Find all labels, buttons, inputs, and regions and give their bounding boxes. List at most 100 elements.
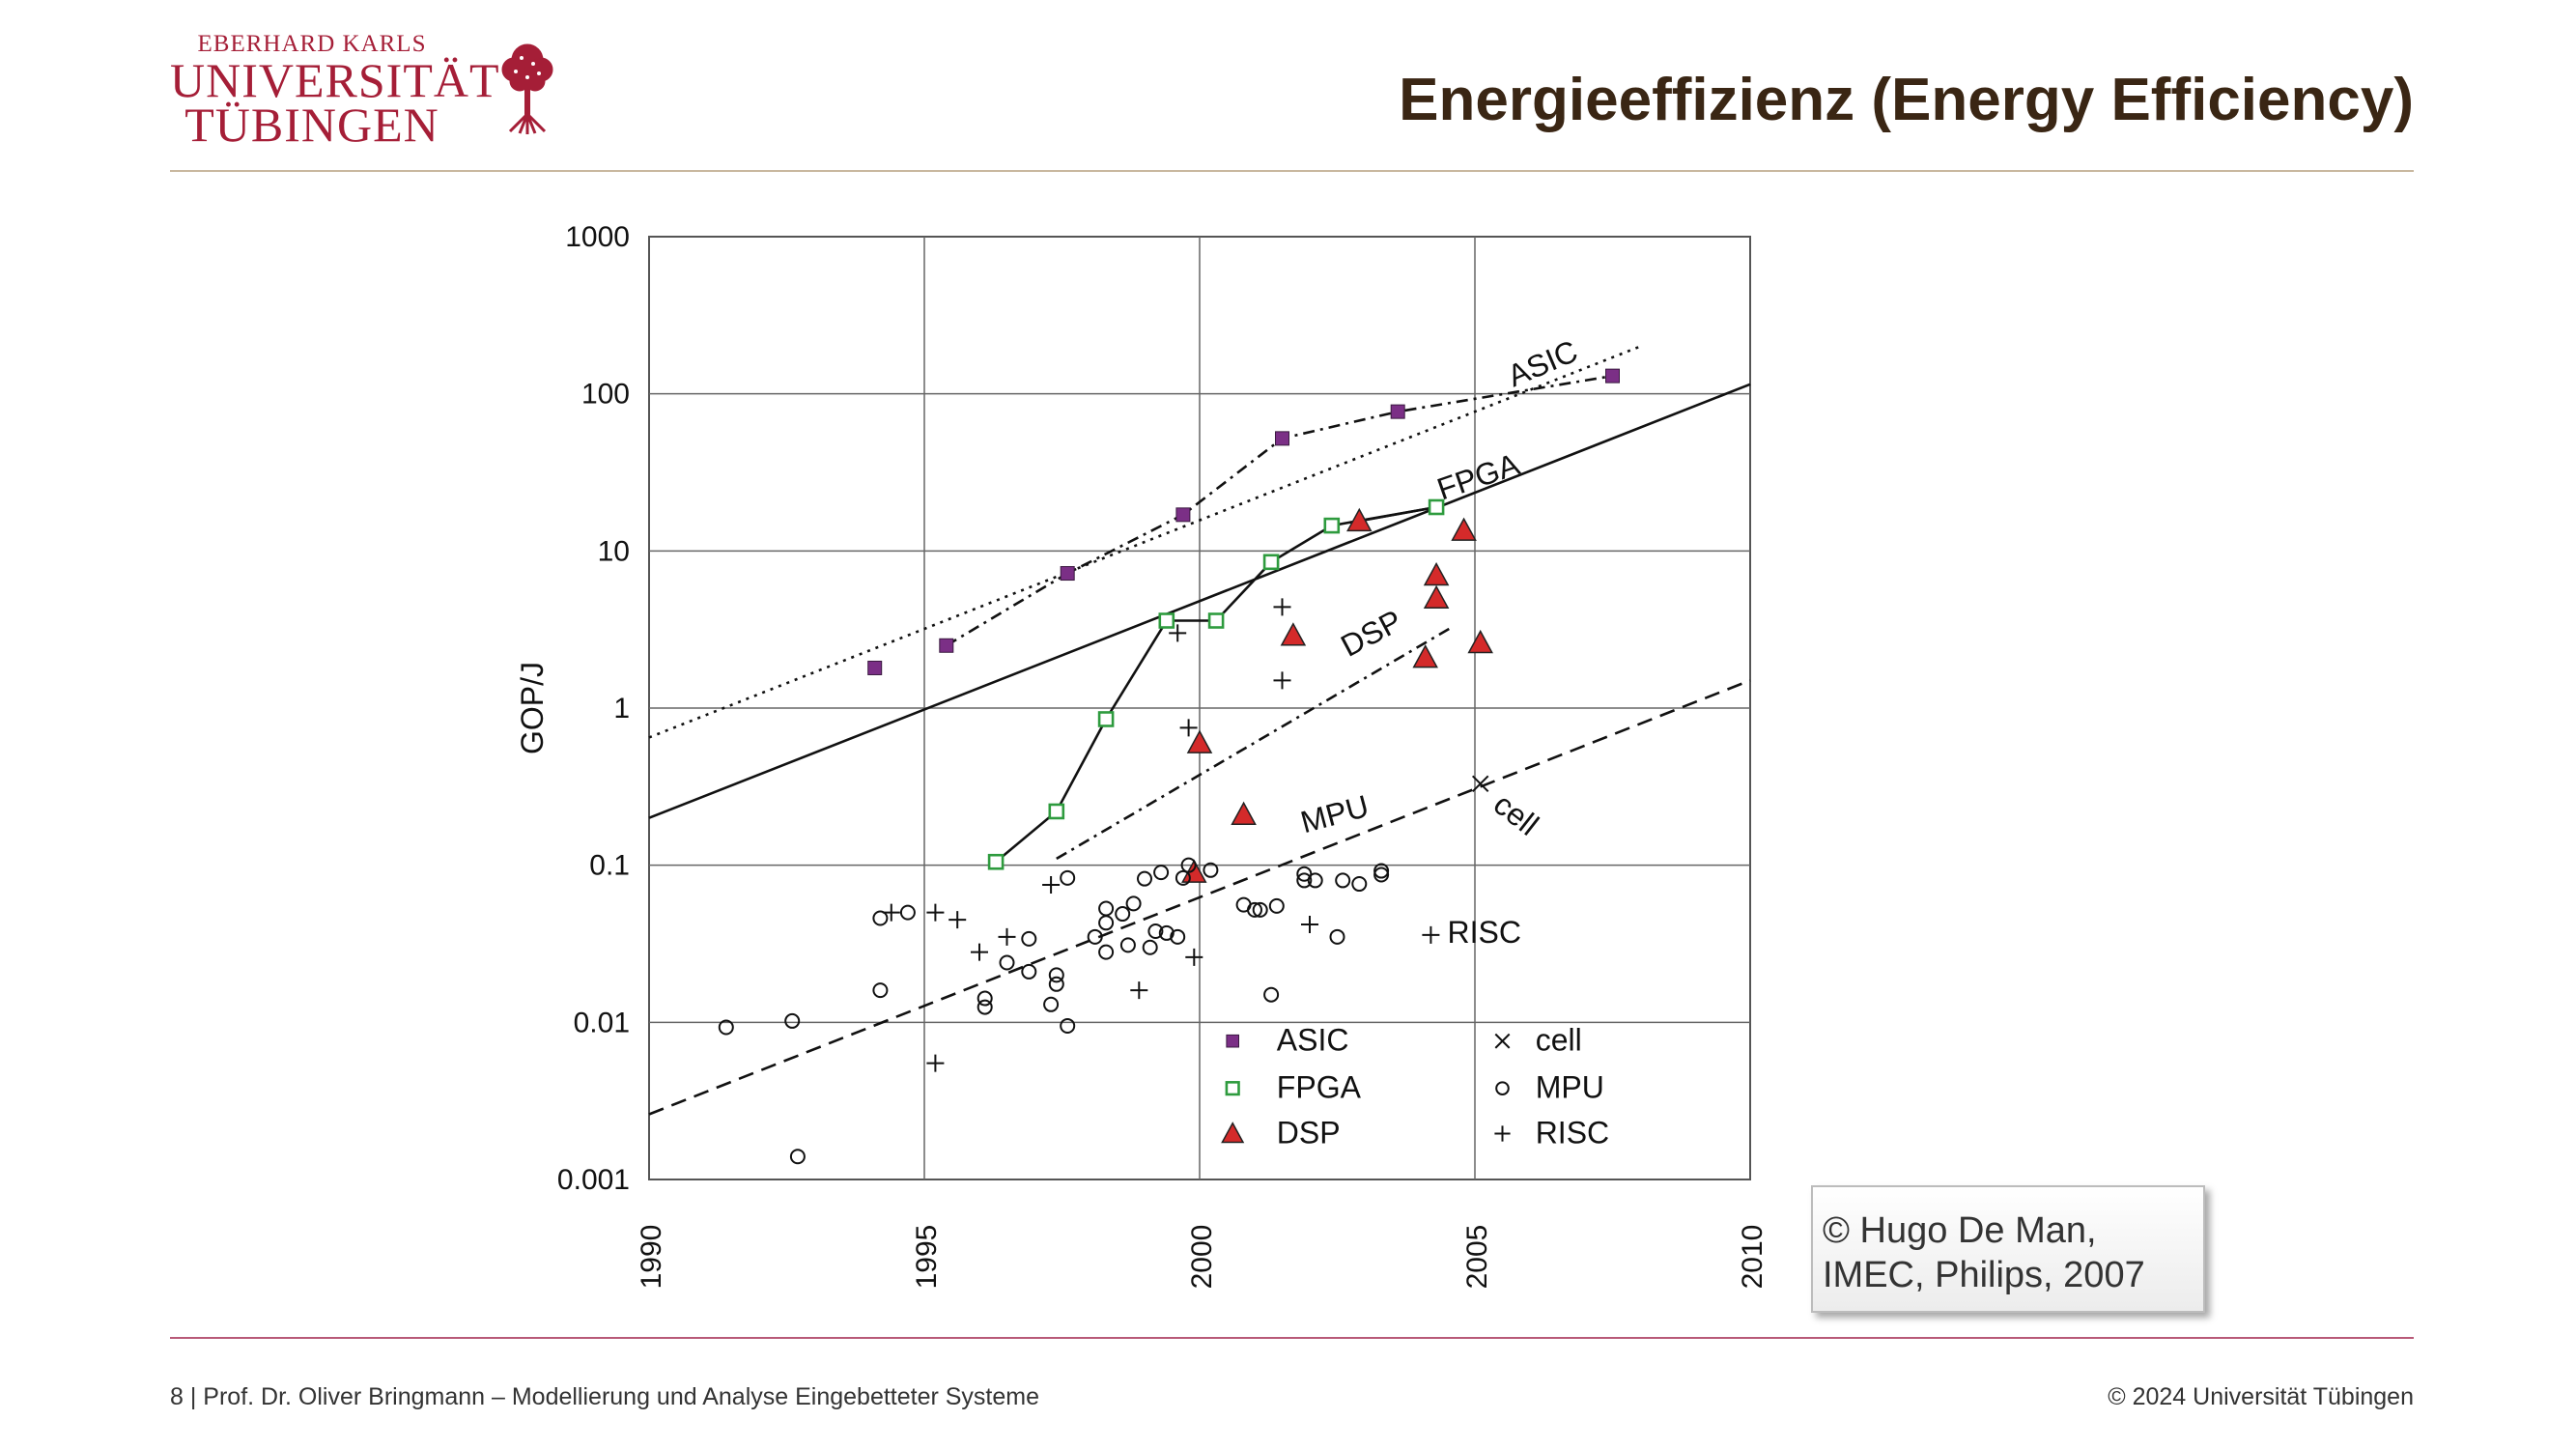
data-point-mpu [1119, 937, 1136, 953]
credit-line-2: IMEC, Philips, 2007 [1823, 1255, 2145, 1295]
x-tick-label: 1995 [911, 1225, 943, 1290]
data-point-mpu [1115, 906, 1131, 923]
data-point-fpga [1158, 612, 1175, 629]
data-point-mpu [977, 999, 993, 1015]
data-point-mpu [789, 1149, 806, 1165]
data-point-dsp [1412, 644, 1438, 668]
data-point-mpu [1137, 870, 1152, 887]
series-connector [946, 374, 1613, 647]
data-point-mpu [1043, 996, 1060, 1012]
data-point-mpu [1153, 865, 1170, 881]
data-point-cell [1471, 775, 1489, 793]
legend-marker-risc [1494, 1125, 1511, 1142]
data-point-asic [1390, 404, 1405, 419]
data-point-mpu [1373, 867, 1390, 883]
y-tick-label: 0.01 [574, 1007, 630, 1038]
data-point-dsp [1423, 561, 1450, 586]
data-point-mpu [977, 990, 993, 1007]
trend-line [648, 383, 1751, 819]
data-point-risc [882, 903, 900, 922]
data-point-fpga [1097, 711, 1115, 727]
series-connector [1359, 505, 1437, 523]
data-point-dsp [1231, 801, 1257, 826]
trend-line [648, 679, 1751, 1116]
data-point-asic [939, 638, 954, 653]
legend-label-asic: ASIC [1277, 1023, 1349, 1058]
data-point-risc [1273, 671, 1291, 690]
x-tick-label: 2005 [1461, 1225, 1493, 1290]
logo-line-1: UNIVERSITÄT [170, 53, 500, 107]
data-point-risc [971, 943, 988, 961]
data-point-asic [867, 660, 883, 675]
data-point-mpu [1329, 928, 1345, 945]
energy-efficiency-chart: 1990 1995 2000 2005 2010 1000 100 10 1 0.1 0.01 0.0… [515, 221, 1769, 1290]
data-point-mpu [1098, 900, 1115, 917]
data-point-risc [1130, 981, 1148, 1000]
data-point-mpu [899, 904, 916, 921]
legend-marker-dsp [1221, 1122, 1245, 1144]
data-point-mpu [1296, 872, 1313, 889]
y-tick-label: 10 [598, 535, 630, 567]
data-point-mpu [1158, 924, 1175, 941]
x-tick-label: 2000 [1186, 1225, 1218, 1290]
legend-label-dsp: DSP [1277, 1116, 1341, 1151]
data-point-dsp [1423, 584, 1450, 610]
data-point-mpu [1268, 897, 1285, 914]
y-tick-label: 0.1 [589, 850, 630, 882]
data-point-fpga [1207, 612, 1225, 629]
data-point-asic [1175, 507, 1191, 523]
y-tick-label: 1 [613, 693, 630, 724]
data-point-mpu [1021, 963, 1037, 980]
data-point-mpu [1142, 939, 1158, 955]
data-point-mpu [1263, 986, 1280, 1003]
data-point-mpu [1021, 930, 1037, 947]
data-point-risc [926, 1054, 945, 1072]
legend-marker-mpu [1495, 1081, 1510, 1095]
data-point-mpu [784, 1012, 801, 1029]
data-point-mpu [718, 1019, 734, 1036]
y-axis-label: GOP/J [515, 662, 550, 754]
logo-line-2: TÜBINGEN [184, 98, 439, 152]
tree-icon [501, 43, 553, 134]
logo-top-text: EBERHARD KARLS [197, 31, 427, 57]
page-title: Energieeffizienz (Energy Efficiency) [1399, 67, 2414, 133]
data-point-mpu [1373, 863, 1390, 879]
data-point-mpu [1087, 928, 1103, 945]
y-tick-label: 1000 [565, 221, 630, 253]
data-point-risc [1301, 915, 1318, 933]
header-divider [170, 170, 2414, 172]
data-point-mpu [1060, 1017, 1076, 1034]
data-point-dsp [1280, 622, 1307, 646]
data-point-mpu [999, 954, 1015, 971]
data-point-risc [948, 911, 967, 929]
data-point-fpga [1428, 498, 1445, 516]
data-point-dsp [1451, 517, 1477, 541]
footer-copyright: © 2024 Universität Tübingen [2108, 1383, 2414, 1410]
x-tick-label: 1990 [636, 1225, 667, 1290]
footer-divider [170, 1337, 2414, 1339]
data-point-risc [1179, 719, 1198, 737]
data-point-mpu [1048, 976, 1064, 992]
legend-marker-asic [1226, 1034, 1240, 1048]
data-point-dsp [1346, 507, 1373, 532]
x-tick-label: 2010 [1737, 1225, 1769, 1290]
data-point-mpu [1098, 944, 1115, 960]
data-point-asic [1275, 431, 1289, 446]
data-point-mpu [1307, 872, 1323, 889]
data-point-asic [1060, 566, 1075, 582]
annotation-label: RISC [1448, 915, 1521, 950]
trend-line [1056, 625, 1454, 861]
credit-line-1: © Hugo De Man, [1823, 1210, 2097, 1251]
data-point-mpu [1247, 901, 1262, 918]
data-point-mpu [1175, 869, 1191, 886]
data-point-mpu [872, 910, 889, 926]
university-logo: EBERHARD KARLS UNIVERSITÄT TÜBINGEN [170, 31, 556, 149]
image-credit-box: © Hugo De Man, IMEC, Philips, 2007 [1811, 1185, 2205, 1313]
data-point-mpu [1351, 876, 1368, 893]
legend-label-cell: cell [1536, 1023, 1582, 1058]
data-point-risc [1273, 598, 1291, 616]
data-point-fpga [1262, 554, 1280, 571]
data-point-mpu [1060, 869, 1076, 886]
data-point-dsp [1186, 729, 1213, 753]
footer-left-text: 8 | Prof. Dr. Oliver Bringmann – Modelli… [170, 1383, 1040, 1410]
